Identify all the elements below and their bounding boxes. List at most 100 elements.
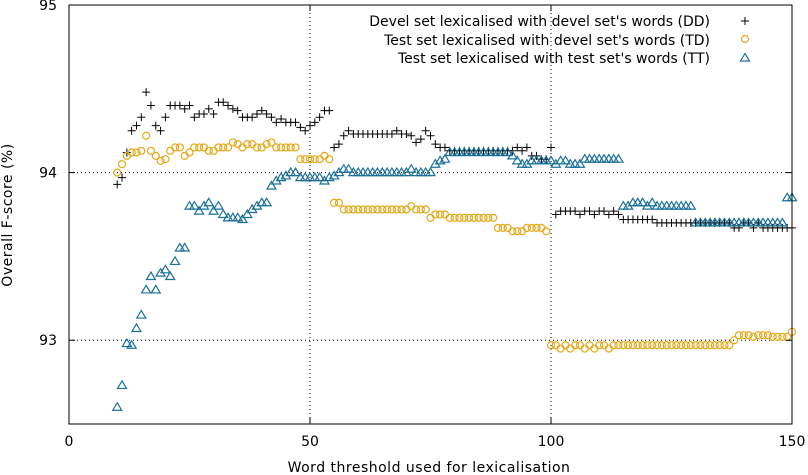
- data-point: [517, 227, 527, 236]
- data-point: [440, 143, 449, 152]
- legend: Devel set lexicalised with devel set's w…: [369, 14, 751, 67]
- data-point: [450, 213, 459, 222]
- data-point: [426, 131, 435, 140]
- legend-label-td: Test set lexicalised with devel set's wo…: [383, 33, 710, 49]
- legend-marker-triangle: [739, 52, 751, 62]
- data-point: [315, 155, 324, 164]
- data-point: [633, 341, 642, 350]
- data-point: [503, 223, 512, 233]
- data-point: [677, 341, 686, 350]
- data-point: [600, 207, 609, 216]
- data-point: [542, 227, 551, 236]
- data-point: [296, 155, 305, 164]
- data-point: [204, 146, 213, 155]
- data-point: [140, 284, 152, 294]
- data-point: [291, 143, 300, 152]
- data-point: [469, 213, 478, 222]
- data-point: [612, 153, 625, 163]
- data-point: [474, 213, 483, 222]
- data-point: [575, 341, 585, 350]
- data-point: [175, 143, 184, 152]
- data-point: [248, 140, 257, 149]
- data-point: [151, 121, 160, 130]
- data-point: [127, 126, 136, 135]
- data-point: [170, 143, 180, 152]
- data-point: [648, 341, 657, 350]
- data-point: [248, 113, 257, 122]
- y-tick-label: 95: [39, 0, 57, 14]
- data-point: [685, 200, 697, 210]
- data-point: [624, 341, 633, 350]
- data-point: [252, 109, 261, 118]
- legend-marker-plus: [741, 17, 749, 25]
- data-point: [498, 223, 507, 233]
- data-point: [412, 138, 421, 147]
- data-point: [506, 150, 518, 160]
- data-point: [657, 341, 666, 350]
- data-point: [126, 339, 138, 349]
- data-point: [142, 88, 151, 97]
- data-point: [585, 341, 594, 350]
- data-point: [180, 151, 189, 160]
- series-circle: [113, 131, 797, 353]
- data-point: [236, 213, 249, 224]
- data-point: [652, 341, 662, 350]
- plot-frame: [68, 4, 793, 425]
- data-point: [604, 210, 613, 219]
- data-point: [151, 151, 160, 160]
- data-point: [267, 113, 276, 122]
- data-point: [257, 143, 266, 152]
- data-point: [310, 118, 319, 127]
- data-point: [574, 158, 586, 168]
- data-point: [296, 123, 305, 132]
- data-point: [208, 205, 220, 215]
- data-point: [267, 138, 276, 147]
- data-point: [392, 205, 401, 214]
- data-point: [571, 207, 580, 216]
- data-point: [378, 205, 387, 214]
- data-point: [121, 337, 133, 348]
- data-point: [643, 341, 652, 350]
- data-point: [113, 180, 122, 189]
- data-point: [214, 143, 223, 152]
- data-point: [137, 113, 146, 122]
- data-point: [190, 113, 199, 122]
- data-point: [416, 135, 425, 144]
- data-point: [330, 198, 339, 207]
- data-point: [130, 322, 143, 333]
- data-point: [720, 341, 729, 350]
- data-point: [305, 155, 315, 164]
- data-point: [556, 344, 565, 353]
- data-point: [193, 205, 205, 215]
- data-point: [518, 146, 527, 155]
- data-point: [628, 341, 638, 350]
- data-point: [277, 114, 286, 123]
- data-point: [559, 155, 572, 165]
- data-point: [310, 155, 319, 164]
- y-axis-label: Overall F-score (%): [0, 143, 16, 286]
- data-point: [638, 341, 647, 350]
- data-point: [537, 223, 546, 233]
- data-point: [725, 341, 734, 350]
- data-point: [156, 126, 165, 135]
- data-point: [646, 197, 658, 207]
- data-point: [238, 143, 247, 152]
- data-point: [424, 166, 437, 177]
- data-point: [166, 146, 175, 155]
- y-tick-label: 93: [39, 333, 57, 349]
- data-point: [111, 401, 123, 411]
- data-point: [686, 341, 695, 350]
- data-point: [609, 207, 618, 216]
- data-point: [159, 264, 171, 274]
- data-point: [599, 341, 609, 350]
- data-point: [261, 197, 273, 207]
- data-point: [219, 98, 228, 107]
- data-point: [754, 331, 763, 340]
- data-point: [710, 341, 719, 350]
- plot-series: [111, 88, 798, 411]
- data-point: [551, 210, 560, 219]
- data-point: [421, 205, 430, 214]
- data-point: [233, 106, 242, 115]
- y-tick-label: 94: [39, 166, 57, 182]
